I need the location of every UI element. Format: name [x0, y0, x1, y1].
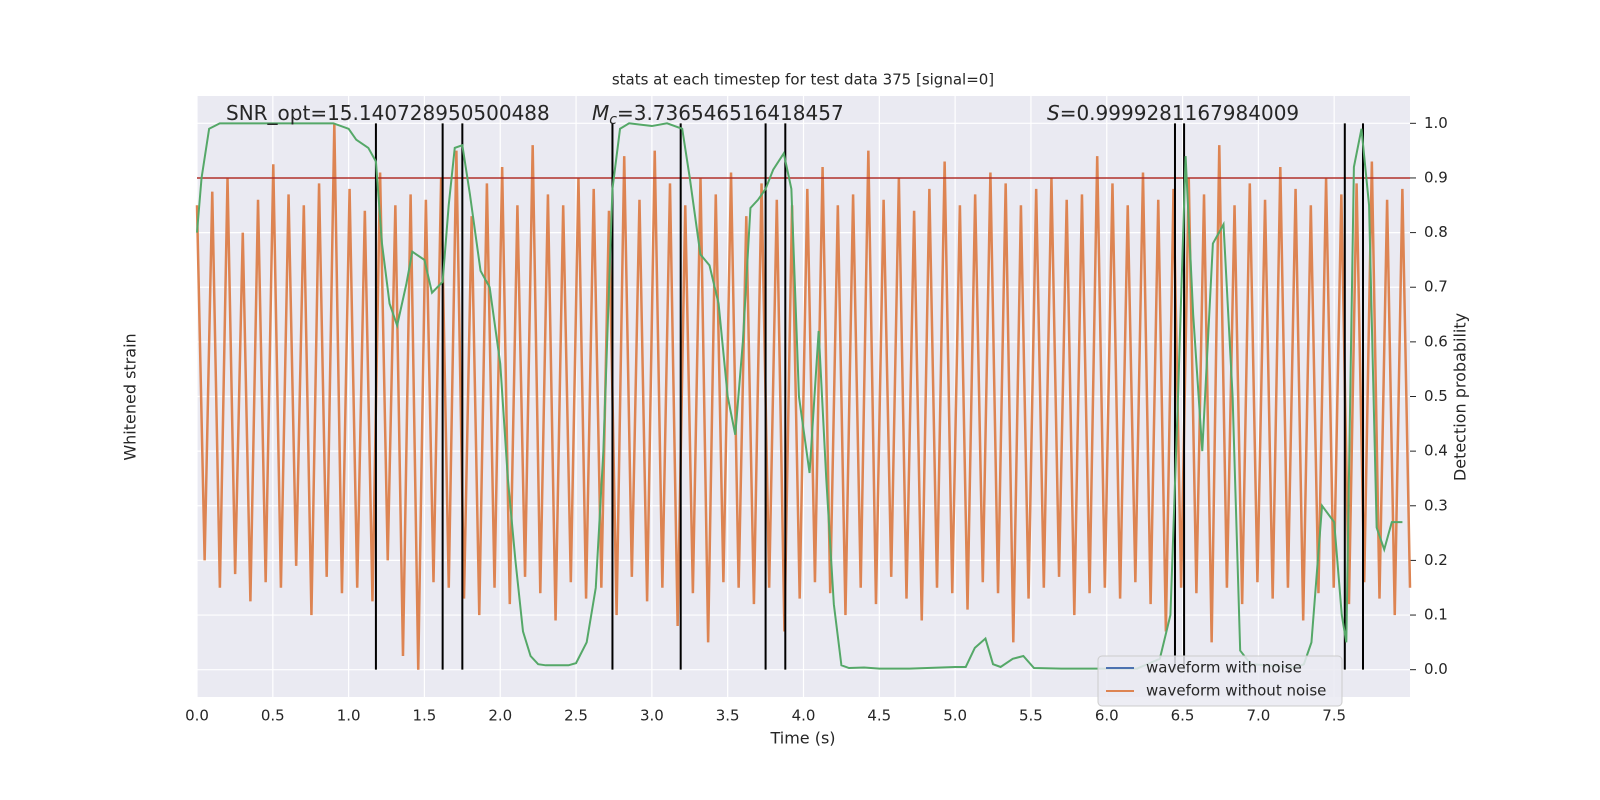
x-tick-label: 7.0: [1246, 707, 1270, 725]
x-tick-label: 0.5: [261, 707, 285, 725]
x-tick-label: 2.5: [564, 707, 588, 725]
annotation-text: SNR_opt=15.140728950500488: [226, 101, 550, 125]
annotation-symbol: S: [1047, 101, 1060, 125]
y2-tick-label: 1.0: [1424, 114, 1448, 132]
waveform: [195, 123, 1412, 670]
x-tick-label: 1.0: [337, 707, 361, 725]
x-axis-label: Time (s): [769, 729, 835, 748]
y2-tick-label: 0.2: [1424, 551, 1448, 569]
legend-box: [1097, 655, 1343, 707]
annotation-symbol: M: [592, 101, 609, 125]
y2-tick-label: 0.5: [1424, 387, 1448, 405]
legend-label: waveform without noise: [1146, 682, 1326, 700]
y2-tick-label: 0.9: [1424, 168, 1448, 186]
annotation: S=0.9999281167984009: [1047, 101, 1299, 125]
y2-tick-label: 0.3: [1424, 496, 1448, 514]
x-tick-label: 6.0: [1095, 707, 1119, 725]
annotation: Mc=3.736546516418457: [592, 101, 844, 129]
y2-tick-label: 0.6: [1424, 332, 1448, 350]
annotation-text: =0.9999281167984009: [1060, 101, 1299, 125]
y2-tick-label: 0.7: [1424, 278, 1448, 296]
x-tick-label: 1.5: [413, 707, 437, 725]
x-tick-label: 5.5: [1019, 707, 1043, 725]
x-tick-label: 0.0: [185, 707, 209, 725]
annotation-subscript: c: [609, 112, 617, 128]
probability-line: [196, 122, 1403, 670]
x-tick-label: 3.5: [716, 707, 740, 725]
x-tick-label: 7.5: [1322, 707, 1346, 725]
y2-axis-label: Detection probability: [1451, 313, 1470, 481]
y2-tick-label: 0.1: [1424, 606, 1448, 624]
legend-label: waveform with noise: [1146, 659, 1302, 677]
x-tick-label: 2.0: [488, 707, 512, 725]
y2-tick-label: 0.8: [1424, 223, 1448, 241]
x-tick-label: 6.5: [1171, 707, 1195, 725]
x-tick-label: 4.0: [792, 707, 816, 725]
y-axis-label: Whitened strain: [121, 333, 140, 460]
x-tick-label: 3.0: [640, 707, 664, 725]
y2-tick-label: 0.0: [1424, 660, 1448, 678]
annotation: SNR_opt=15.140728950500488: [226, 101, 550, 125]
y2-tick-label: 0.4: [1424, 442, 1448, 460]
chart-title: stats at each timestep for test data 375…: [612, 71, 994, 89]
x-tick-label: 4.5: [867, 707, 891, 725]
annotation-text: =3.736546516418457: [617, 101, 844, 125]
x-tick-label: 5.0: [943, 707, 967, 725]
